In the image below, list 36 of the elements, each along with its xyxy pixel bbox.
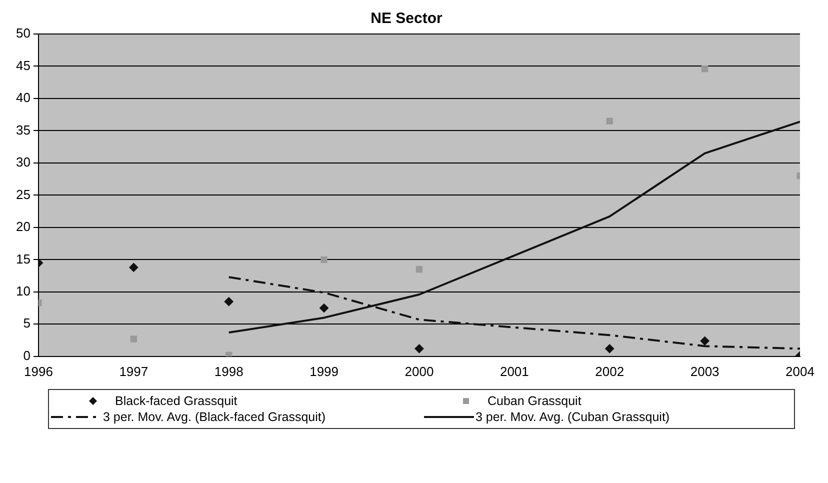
point bbox=[700, 336, 710, 346]
point bbox=[701, 65, 708, 72]
point bbox=[320, 304, 329, 313]
chart-title: NE Sector bbox=[370, 10, 442, 28]
y-tick-label: 40 bbox=[16, 90, 30, 106]
y-tick-label: 50 bbox=[16, 26, 30, 41]
x-tick-label: 1998 bbox=[214, 364, 244, 379]
x-tick-label: 2000 bbox=[404, 364, 434, 379]
x-tick-label: 2004 bbox=[786, 364, 814, 379]
x-tick-label: 1996 bbox=[24, 364, 53, 379]
y-tick-label: 0 bbox=[23, 348, 30, 363]
y-tick-label: 35 bbox=[16, 122, 30, 138]
y-tick-label: 10 bbox=[16, 284, 30, 298]
legend-label: Cuban Grassquit bbox=[488, 394, 582, 408]
x-tick-label: 2003 bbox=[690, 364, 720, 379]
point bbox=[320, 256, 328, 264]
x-tick-label: 2001 bbox=[500, 364, 529, 379]
point bbox=[606, 118, 613, 124]
point bbox=[416, 266, 423, 273]
y-tick-label: 25 bbox=[16, 186, 30, 202]
y-tick-label: 45 bbox=[16, 58, 30, 73]
legend-label: 3 per. Mov. Avg. (Black-faced Grassquit) bbox=[103, 410, 326, 424]
y-tick-label: 15 bbox=[16, 251, 30, 266]
y-tick-label: 30 bbox=[16, 154, 30, 170]
point bbox=[130, 336, 137, 342]
legend-label: 3 per. Mov. Avg. (Cuban Grassquit) bbox=[476, 410, 670, 424]
x-tick-label: 1997 bbox=[119, 364, 148, 379]
y-tick-label: 5 bbox=[23, 316, 30, 331]
point bbox=[129, 262, 138, 272]
point bbox=[414, 344, 424, 354]
point bbox=[224, 297, 234, 306]
x-tick-label: 2002 bbox=[595, 364, 624, 379]
point bbox=[605, 344, 614, 354]
x-tick-label: 1999 bbox=[310, 364, 338, 379]
y-tick-label: 20 bbox=[16, 219, 30, 234]
legend-label: Black-faced Grassquit bbox=[115, 394, 238, 408]
